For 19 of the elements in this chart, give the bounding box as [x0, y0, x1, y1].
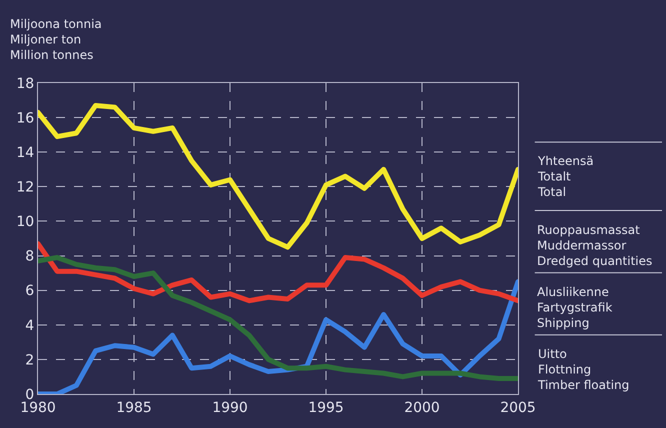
- y-axis-title: Miljoona tonnia Miljoner ton Million tonnes: [10, 17, 102, 62]
- y-tick-label: 18: [16, 76, 34, 92]
- x-tick-label: 1985: [116, 400, 152, 416]
- y-tick-label: 4: [25, 318, 34, 334]
- x-tick-label: 2000: [404, 400, 440, 416]
- series-label: Alusliikenne Fartygstrafik Shipping: [537, 285, 612, 330]
- x-tick-label: 1990: [212, 400, 248, 416]
- y-tick-label: 10: [16, 214, 34, 230]
- y-tick-label: 16: [16, 110, 34, 126]
- series-label: Ruoppausmassat Muddermassor Dredged quantities: [537, 223, 652, 268]
- series-label: Yhteensä Totalt Total: [537, 154, 594, 200]
- y-tick-label: 8: [25, 248, 34, 265]
- y-tick-label: 12: [16, 180, 34, 196]
- series-label: Uitto Flottning Timber floating: [537, 347, 630, 392]
- y-tick-label: 2: [25, 352, 34, 368]
- y-tick-label: 6: [25, 283, 34, 300]
- x-tick-label: 1995: [308, 400, 344, 416]
- x-tick-label: 2005: [500, 400, 536, 416]
- y-tick-label: 14: [16, 145, 34, 162]
